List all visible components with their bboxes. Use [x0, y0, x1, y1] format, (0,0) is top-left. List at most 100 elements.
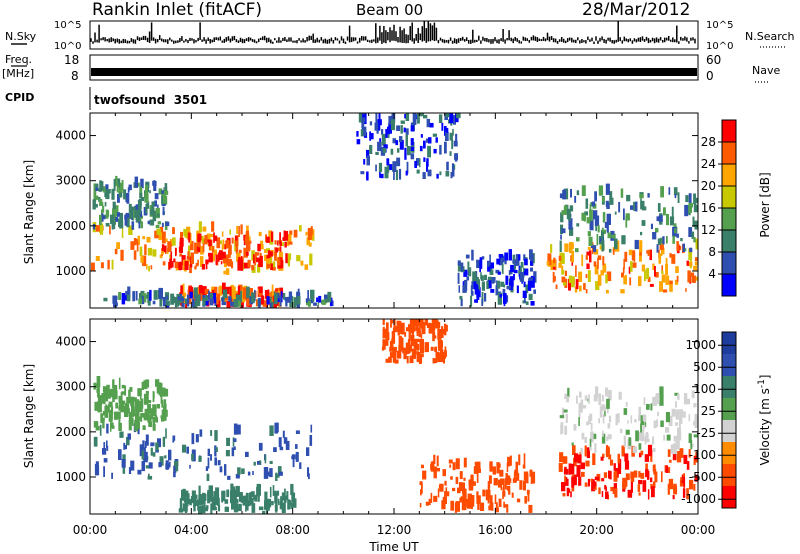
echo-cell	[188, 232, 190, 243]
echo-cell	[230, 483, 234, 496]
echo-cell	[625, 213, 630, 221]
echo-cell	[138, 298, 143, 305]
echo-cell	[462, 495, 467, 503]
echo-cell	[227, 258, 232, 267]
echo-cell	[437, 488, 440, 498]
echo-cell	[128, 411, 133, 423]
echo-cell	[258, 297, 261, 308]
echo-cell	[124, 215, 127, 220]
echo-cell	[487, 493, 490, 504]
echo-cell	[385, 332, 390, 341]
echo-cell	[564, 425, 568, 435]
echo-cell	[189, 264, 192, 274]
echo-cell	[257, 490, 260, 502]
echo-cell	[258, 231, 262, 237]
echo-cell	[607, 232, 612, 239]
echo-cell	[515, 461, 518, 470]
echo-cell	[406, 356, 409, 364]
echo-cell	[606, 445, 608, 458]
echo-cell	[104, 406, 108, 418]
echo-cell	[246, 297, 251, 306]
echo-cell	[679, 245, 682, 251]
echo-cell	[458, 482, 463, 492]
echo-cell	[627, 489, 633, 498]
echo-cell	[481, 281, 485, 291]
echo-cell	[617, 453, 620, 464]
echo-cell	[132, 209, 135, 221]
echo-cell	[455, 476, 459, 485]
echo-cell	[432, 319, 436, 329]
echo-cell	[656, 244, 659, 253]
echo-cell	[565, 413, 568, 423]
echo-cell	[392, 138, 397, 144]
echo-cell	[124, 214, 128, 226]
echo-cell	[647, 444, 653, 457]
echo-cell	[262, 510, 265, 514]
echo-cell	[281, 492, 285, 501]
echo-cell	[581, 471, 585, 477]
echo-cell	[136, 242, 139, 252]
echo-cell	[472, 271, 477, 282]
echo-cell	[97, 395, 103, 406]
echo-cell	[684, 204, 689, 217]
echo-cell	[240, 256, 243, 267]
echo-cell	[621, 445, 625, 457]
echo-cell	[568, 278, 571, 291]
echo-cell	[189, 291, 193, 299]
echo-cell	[204, 288, 210, 294]
echo-cell	[148, 421, 153, 427]
echo-cell	[251, 498, 254, 506]
echo-cell	[137, 388, 142, 397]
echo-cell	[174, 301, 178, 308]
nsky-right-tick-top: 10^5	[706, 20, 733, 31]
echo-cell	[405, 128, 409, 135]
echo-cell	[453, 115, 456, 125]
echo-cell	[564, 270, 567, 276]
echo-cell	[633, 201, 635, 211]
echo-cell	[421, 482, 423, 494]
echo-cell	[150, 442, 155, 447]
echo-cell	[213, 496, 217, 500]
echo-cell	[675, 401, 677, 408]
echo-cell	[203, 494, 207, 501]
echo-cell	[207, 457, 210, 469]
echo-cell	[611, 234, 616, 239]
echo-cell	[382, 326, 385, 330]
echo-cell	[159, 254, 163, 259]
echo-cell	[622, 267, 625, 274]
echo-cell	[527, 494, 530, 502]
echo-cell	[190, 496, 195, 504]
echo-cell	[128, 184, 132, 191]
echo-cell	[500, 281, 505, 287]
echo-cell	[647, 438, 650, 443]
velocity-colorbar-label: Velocity [m s-1]	[757, 375, 772, 466]
echo-cell	[693, 265, 698, 271]
echo-cell	[120, 402, 125, 413]
echo-cell	[524, 268, 529, 276]
echo-cell	[444, 323, 447, 336]
echo-cell	[474, 285, 479, 295]
echo-cell	[410, 138, 414, 146]
echo-cell	[207, 448, 210, 457]
echo-cell	[693, 421, 696, 426]
freq-panel: Freq. [MHz] 18 8 60 0 Nave	[2, 53, 780, 83]
echo-cell	[445, 487, 448, 494]
echo-cell	[159, 456, 164, 466]
echo-cell	[509, 455, 512, 466]
echo-cell	[161, 417, 165, 422]
nsky-frame	[89, 20, 699, 50]
echo-cell	[126, 192, 130, 204]
echo-cell	[100, 181, 103, 191]
echo-cell	[457, 487, 461, 494]
echo-cell	[652, 263, 655, 271]
time-axis-label: Time UT	[368, 540, 419, 554]
echo-cell	[530, 473, 533, 484]
echo-cell	[524, 271, 527, 275]
echo-cell	[207, 489, 210, 496]
echo-cell	[663, 434, 666, 441]
echo-cell	[588, 236, 593, 246]
cpid-text: twofsound 3501	[94, 93, 207, 107]
echo-cell	[274, 252, 277, 261]
echo-cell	[442, 352, 447, 357]
echo-cell	[391, 119, 395, 131]
